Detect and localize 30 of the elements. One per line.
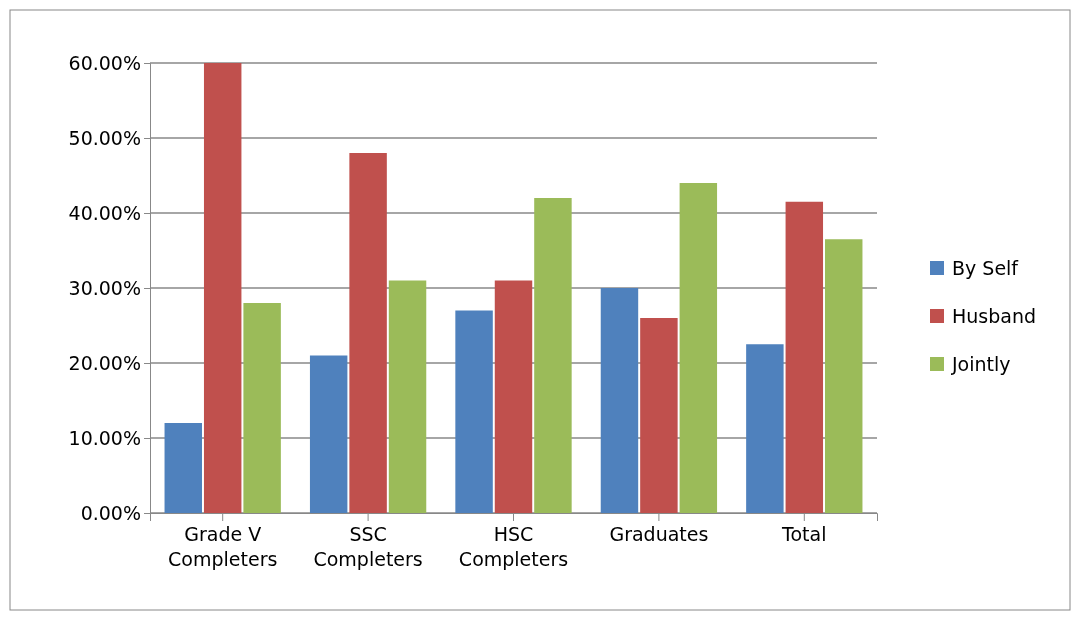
bar <box>164 423 202 513</box>
bar <box>309 355 348 513</box>
x-tick-label: Graduates <box>609 523 709 546</box>
y-tick-label: 40.00% <box>68 201 141 224</box>
bar <box>534 198 572 513</box>
legend-label: By Self <box>952 257 1020 279</box>
x-tick-label: Grade V Completers <box>168 523 278 570</box>
legend-label: Jointly <box>951 353 1011 375</box>
bar <box>679 183 718 513</box>
y-tick-label: 50.00% <box>68 126 141 149</box>
bar <box>640 318 678 513</box>
x-tick-label: HSC Completers <box>458 523 569 570</box>
bar <box>349 153 387 513</box>
y-tick-label: 0.00% <box>80 501 141 524</box>
y-tick-label: 60.00% <box>68 51 141 74</box>
x-tick-label: SSC Completers <box>313 523 423 570</box>
x-tick-label: Total <box>781 523 827 546</box>
y-tick-label: 20.00% <box>68 351 141 374</box>
bar <box>600 288 639 513</box>
y-tick-label: 10.00% <box>68 426 141 449</box>
bar <box>785 201 824 513</box>
bar <box>388 280 427 513</box>
bar <box>243 303 281 513</box>
bar <box>494 280 533 513</box>
bar <box>825 239 863 513</box>
bar <box>746 344 784 513</box>
y-tick-label: 30.00% <box>68 276 141 299</box>
legend-label: Husband <box>952 305 1037 327</box>
bar <box>203 63 242 513</box>
bar <box>455 310 493 513</box>
